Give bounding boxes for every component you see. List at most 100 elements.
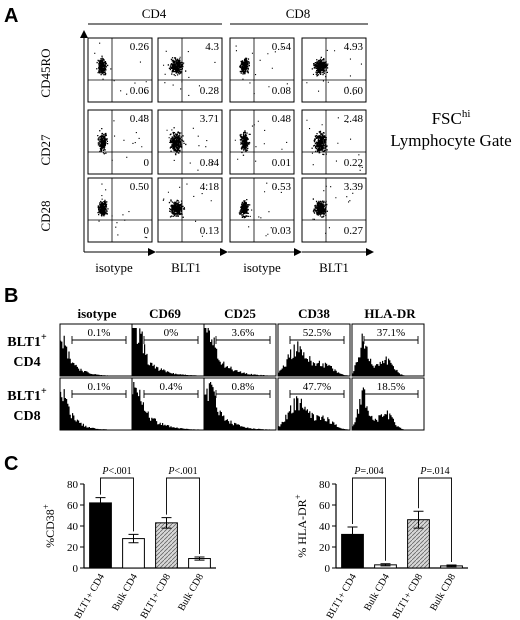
quadrant-value-lower: 0.84 — [200, 157, 220, 169]
histogram: 47.7% — [277, 377, 351, 431]
hist-col-isotype: isotype — [78, 306, 117, 321]
quadrant-value-upper: 4.18 — [200, 181, 220, 193]
histogram-fill — [352, 333, 424, 376]
hist-col-cd38: CD38 — [298, 306, 330, 321]
quadrant-value-lower: 0.22 — [344, 157, 363, 169]
category-label: Bulk CD8 — [176, 572, 206, 613]
y-tick-label: 40 — [319, 521, 331, 533]
quadrant-value-upper: 0.53 — [272, 181, 292, 193]
quadrant-value-upper: 0.48 — [272, 113, 292, 125]
histogram: 52.5% — [277, 323, 351, 377]
gate-bracket — [143, 336, 199, 344]
category-label: Bulk CD8 — [428, 572, 458, 613]
hist-col-hladr: HLA-DR — [364, 306, 416, 321]
histogram-fill — [278, 396, 350, 430]
group-label-cd4: CD4 — [142, 6, 167, 21]
histogram: 0.4% — [131, 377, 205, 431]
quadrant-value-upper: 3.39 — [344, 181, 364, 193]
gate-percent: 0.1% — [88, 381, 111, 393]
y-tick-label: 40 — [67, 521, 79, 533]
dot-plot-grid: 0.26 0.06 4.3 0.28 0.54 0.08 4.93 0.60 0.48 0 3.71… — [87, 37, 367, 243]
row-label-cd28: CD28 — [38, 200, 53, 231]
gate-percent: 0% — [164, 327, 179, 339]
bar — [89, 502, 112, 569]
dot-plot: 0.26 0.06 — [87, 37, 153, 103]
dot-plot: 3.39 0.27 — [301, 177, 367, 243]
dot-cloud — [238, 182, 282, 237]
hist-row-label-2-top: BLT1+ — [7, 386, 47, 404]
panel-letter-a: A — [4, 5, 18, 27]
x-axis-arrows — [84, 248, 374, 256]
error-bar — [161, 517, 172, 529]
dot-cloud — [235, 45, 288, 95]
dot-plot-frame — [301, 109, 367, 175]
gate-bracket — [71, 390, 127, 398]
error-bar — [95, 497, 106, 509]
dot-cloud — [97, 183, 148, 239]
error-bar — [194, 556, 205, 561]
quadrant-value-upper: 0.48 — [130, 113, 150, 125]
dot-plot: 0.50 0 — [87, 177, 153, 243]
histogram-fill — [204, 382, 276, 430]
histogram-fill — [132, 328, 204, 376]
dot-plot-frame — [157, 37, 223, 103]
panel-letter-b: B — [4, 285, 18, 307]
quadrant-value-lower: 0.08 — [272, 85, 292, 97]
histogram-fill — [204, 328, 276, 376]
error-bar — [446, 564, 457, 568]
histogram: 37.1% — [351, 323, 425, 377]
dot-plot-frame — [87, 37, 153, 103]
gate-bracket — [71, 336, 127, 344]
quadrant-value-lower: 0.01 — [272, 157, 291, 169]
quadrant-value-upper: 2.48 — [344, 113, 364, 125]
error-bar — [128, 533, 139, 544]
col-label-blt1-1: BLT1 — [171, 260, 201, 275]
error-bar — [380, 563, 391, 567]
histogram: 0% — [131, 323, 205, 377]
quadrant-value-lower: 0 — [144, 225, 150, 237]
gate-bracket — [215, 336, 271, 344]
category-label: BLT1+ CD4 — [73, 572, 108, 620]
hist-row-label-1-bottom: CD4 — [13, 355, 40, 370]
quadrant-value-lower: 0.03 — [272, 225, 292, 237]
category-label: BLT1+ CD4 — [325, 572, 360, 620]
hist-row-label-1-top: BLT1+ — [7, 332, 47, 350]
gate-percent: 37.1% — [377, 327, 405, 339]
col-label-isotype-1: isotype — [95, 260, 133, 275]
gate-bracket — [215, 390, 271, 398]
gate-label-line2: Lymphocyte Gate — [390, 131, 511, 150]
panel-letter-c: C — [4, 453, 18, 475]
significance-bracket — [418, 477, 452, 563]
dot-cloud — [312, 185, 354, 234]
y-axis-arrows — [80, 30, 88, 252]
dot-cloud — [166, 127, 214, 171]
col-label-blt1-2: BLT1 — [319, 260, 349, 275]
p-value-label: P<.001 — [167, 466, 197, 477]
quadrant-value-upper: 4.93 — [344, 41, 364, 53]
error-bar — [413, 510, 424, 529]
y-tick-label: 80 — [319, 479, 331, 491]
gate-percent: 0.8% — [232, 381, 255, 393]
dot-plot: 0.53 0.03 — [229, 177, 295, 243]
significance-bracket — [352, 477, 386, 561]
category-label: Bulk CD4 — [362, 572, 392, 613]
gate-bracket — [363, 336, 419, 344]
y-tick-label: 20 — [319, 542, 331, 554]
hist-col-cd69: CD69 — [149, 306, 181, 321]
dot-plot: 4.93 0.60 — [301, 37, 367, 103]
quadrant-value-upper: 3.71 — [200, 113, 219, 125]
quadrant-value-lower: 0.28 — [200, 85, 220, 97]
group-label-cd8: CD8 — [286, 6, 311, 21]
dot-plot-frame — [301, 177, 367, 243]
dot-plot-frame — [229, 37, 295, 103]
quadrant-value-lower: 0.27 — [344, 225, 364, 237]
dot-plot: 3.71 0.84 — [157, 109, 223, 175]
quadrant-value-lower: 0.13 — [200, 225, 220, 237]
gate-percent: 3.6% — [232, 327, 255, 339]
quadrant-value-lower: 0.60 — [344, 85, 364, 97]
gate-bracket — [289, 336, 345, 344]
dot-cloud — [306, 49, 362, 95]
dot-cloud — [234, 120, 288, 162]
